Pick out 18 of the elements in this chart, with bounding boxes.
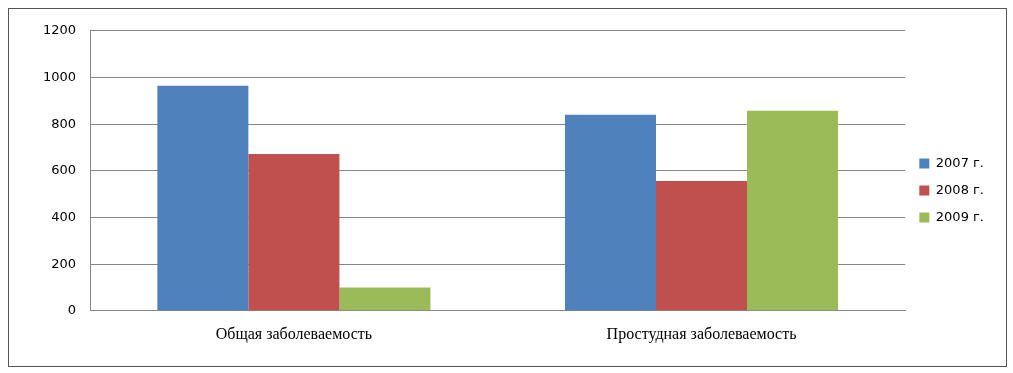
y-tick-label: 600 bbox=[51, 162, 77, 178]
bar bbox=[656, 181, 748, 311]
y-tick-label: 800 bbox=[51, 115, 77, 131]
bar bbox=[564, 114, 656, 311]
bar bbox=[339, 287, 431, 311]
legend-label: 2008 г. bbox=[935, 181, 985, 197]
bar bbox=[248, 154, 340, 311]
x-tick-label: Общая заболеваемость bbox=[215, 324, 373, 343]
bar bbox=[157, 85, 249, 311]
y-tick-label: 1200 bbox=[42, 22, 77, 38]
legend-label: 2007 г. bbox=[935, 154, 985, 170]
bar bbox=[747, 110, 839, 311]
y-tick-label: 400 bbox=[51, 208, 77, 224]
y-tick-label: 200 bbox=[51, 255, 77, 271]
legend-label: 2009 г. bbox=[935, 208, 985, 224]
x-tick-label: Простудная заболеваемость bbox=[606, 324, 797, 343]
y-tick-label: 1000 bbox=[42, 68, 77, 84]
y-tick-label: 0 bbox=[67, 302, 77, 318]
